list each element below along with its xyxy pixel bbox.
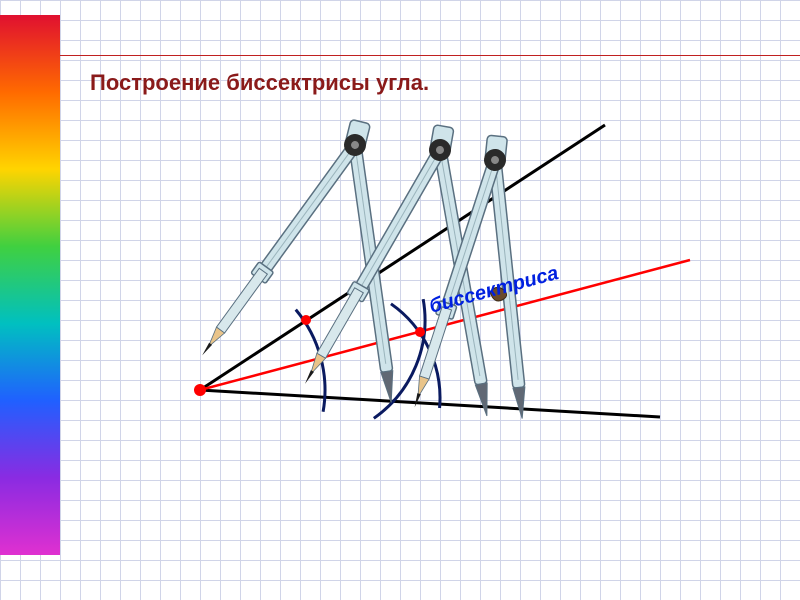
vertex-dot [194,384,206,396]
upper-intersection-dot [301,315,311,325]
angle-ray-upper [200,125,605,390]
intersection-dot [415,327,425,337]
page: Построение биссектрисы угла. биссектриса [0,0,800,600]
compass-0 [193,96,460,407]
angle-ray-lower [200,390,660,417]
header-rule [60,55,800,56]
page-title: Построение биссектрисы угла. [90,70,429,96]
rainbow-sidebar [0,15,60,555]
